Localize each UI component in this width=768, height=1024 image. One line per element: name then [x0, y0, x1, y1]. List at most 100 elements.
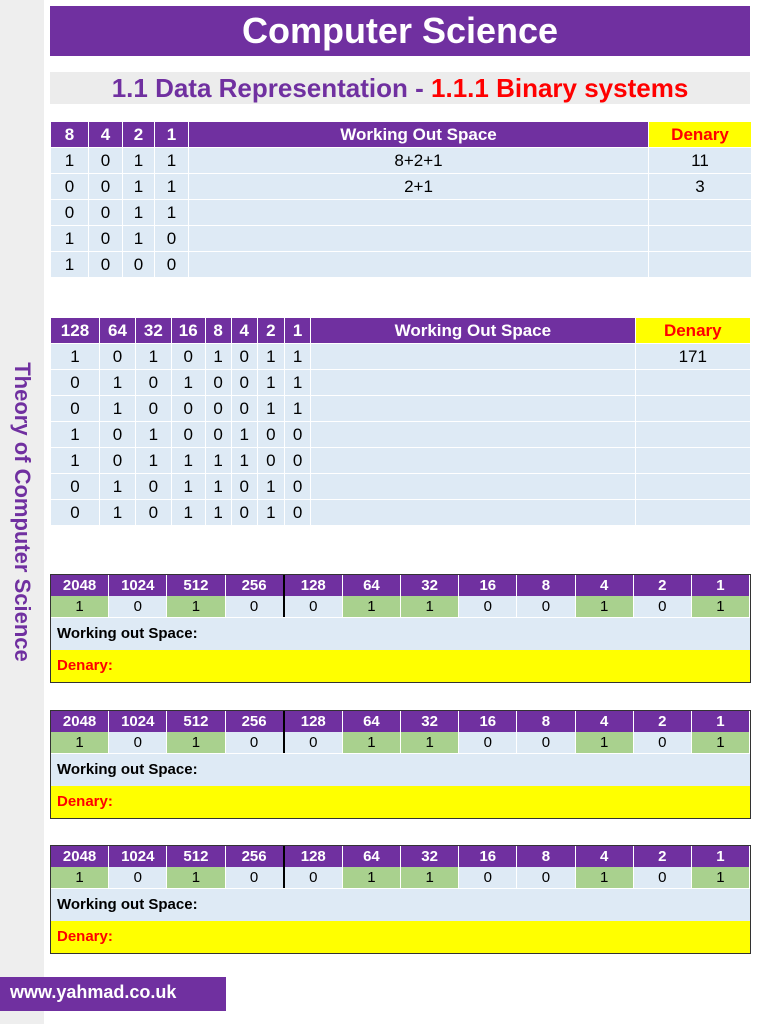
bit-header-row: 2048 1024 512 256 128 64 32 16 8 4 2 1: [51, 575, 751, 596]
working-cell[interactable]: [310, 421, 636, 448]
bit-cell: 1: [575, 867, 634, 888]
bit-header: 2048: [51, 711, 110, 732]
bit-cell: 1: [51, 596, 110, 617]
denary-cell[interactable]: [634, 369, 752, 396]
table-row: 1 0 1 0 0 1 0 0: [50, 421, 752, 448]
bit-cell: 1: [401, 732, 460, 753]
bit-cell: 0: [98, 447, 136, 474]
bit-header: 1: [691, 575, 751, 596]
denary-header: Denary: [634, 317, 752, 344]
bit-header: 1: [691, 846, 751, 867]
page-title: Computer Science: [50, 6, 750, 56]
working-cell[interactable]: [310, 369, 636, 396]
denary-cell[interactable]: [634, 395, 752, 422]
bit-header: 32: [134, 317, 172, 344]
bit-cell: 1: [154, 173, 189, 200]
bit-cell: 1: [575, 596, 634, 617]
table-row: 0 1 0 1 1 0 1 0: [50, 499, 752, 526]
table-row: 0 1 0 1 1 0 1 0: [50, 473, 752, 500]
working-out-field[interactable]: Working out Space:: [51, 617, 750, 650]
bit-header-row: 2048 1024 512 256 128 64 32 16 8 4 2 1: [51, 846, 751, 867]
working-cell[interactable]: [310, 473, 636, 500]
bit-header: 4: [575, 846, 634, 867]
bit-header: 128: [284, 711, 343, 732]
working-out-field[interactable]: Working out Space:: [51, 888, 750, 921]
working-cell[interactable]: [188, 199, 649, 226]
bit-cell: 0: [50, 395, 100, 422]
denary-cell[interactable]: [634, 473, 752, 500]
bit-cell: 0: [170, 343, 206, 370]
bit-header: 64: [342, 711, 402, 732]
bit-cell: 0: [225, 732, 285, 753]
bit-header: 64: [98, 317, 136, 344]
bit-cell: 0: [154, 251, 189, 278]
bit-header: 2: [633, 711, 692, 732]
bit-header: 32: [401, 711, 460, 732]
bit-cell: 0: [109, 596, 168, 617]
working-out-field[interactable]: Working out Space:: [51, 753, 750, 786]
bit-cell: 0: [256, 421, 286, 448]
footer-url[interactable]: www.yahmad.co.uk: [0, 977, 226, 1011]
denary-cell[interactable]: [634, 499, 752, 526]
denary-cell[interactable]: 171: [634, 343, 752, 370]
bit-header: 8: [517, 575, 576, 596]
denary-cell[interactable]: [634, 421, 752, 448]
denary-cell[interactable]: [648, 199, 752, 226]
eight-bit-table: 128 64 32 16 8 4 2 1 Working Out Space D…: [50, 317, 752, 526]
denary-cell[interactable]: [634, 447, 752, 474]
denary-cell[interactable]: [648, 251, 752, 278]
bit-header: 128: [50, 317, 100, 344]
bit-cell: 1: [122, 173, 155, 200]
working-cell[interactable]: 2+1: [188, 173, 649, 200]
bit-cell: 1: [167, 596, 226, 617]
bit-cell: 1: [50, 251, 89, 278]
working-cell[interactable]: 8+2+1: [188, 147, 649, 174]
bit-cell: 0: [134, 369, 172, 396]
table-header-row: 128 64 32 16 8 4 2 1 Working Out Space D…: [50, 317, 752, 344]
denary-cell[interactable]: 11: [648, 147, 752, 174]
side-bar: [0, 0, 44, 1024]
bit-cell: 0: [284, 732, 343, 753]
bit-cell: 0: [230, 343, 258, 370]
bit-cell: 0: [50, 173, 89, 200]
denary-cell[interactable]: 3: [648, 173, 752, 200]
table-row: 1 0 1 1 8+2+1 11: [50, 147, 752, 174]
denary-field[interactable]: Denary:: [51, 921, 750, 953]
bit-cell: 1: [204, 499, 232, 526]
bit-cell: 1: [170, 499, 206, 526]
bit-header: 128: [284, 575, 343, 596]
bit-cell: 0: [517, 596, 576, 617]
working-cell[interactable]: [188, 251, 649, 278]
bit-cell: 1: [51, 867, 110, 888]
bit-header: 8: [517, 711, 576, 732]
bit-cell: 1: [98, 473, 136, 500]
denary-field[interactable]: Denary:: [51, 786, 750, 818]
bit-cell: 0: [50, 369, 100, 396]
bit-cell: 0: [459, 596, 518, 617]
bit-header: 32: [401, 846, 460, 867]
working-cell[interactable]: [310, 499, 636, 526]
bit-header: 8: [50, 121, 89, 148]
working-cell[interactable]: [310, 343, 636, 370]
bit-cell: 0: [88, 199, 123, 226]
denary-cell[interactable]: [648, 225, 752, 252]
bit-cell: 0: [88, 251, 123, 278]
bit-cell: 1: [342, 732, 402, 753]
bit-cell: 1: [230, 421, 258, 448]
bit-cell: 0: [170, 395, 206, 422]
working-cell[interactable]: [188, 225, 649, 252]
bit-header: 1024: [109, 575, 168, 596]
denary-field[interactable]: Denary:: [51, 650, 750, 682]
bit-cell: 1: [50, 343, 100, 370]
bit-cell: 0: [134, 473, 172, 500]
working-cell[interactable]: [310, 395, 636, 422]
bit-cell: 1: [204, 447, 232, 474]
bit-cell: 0: [459, 867, 518, 888]
bit-header: 4: [88, 121, 123, 148]
working-cell[interactable]: [310, 447, 636, 474]
bit-cell: 1: [230, 447, 258, 474]
bit-header: 8: [517, 846, 576, 867]
bit-cell: 0: [122, 251, 155, 278]
table-row: 0 0 1 1 2+1 3: [50, 173, 752, 200]
